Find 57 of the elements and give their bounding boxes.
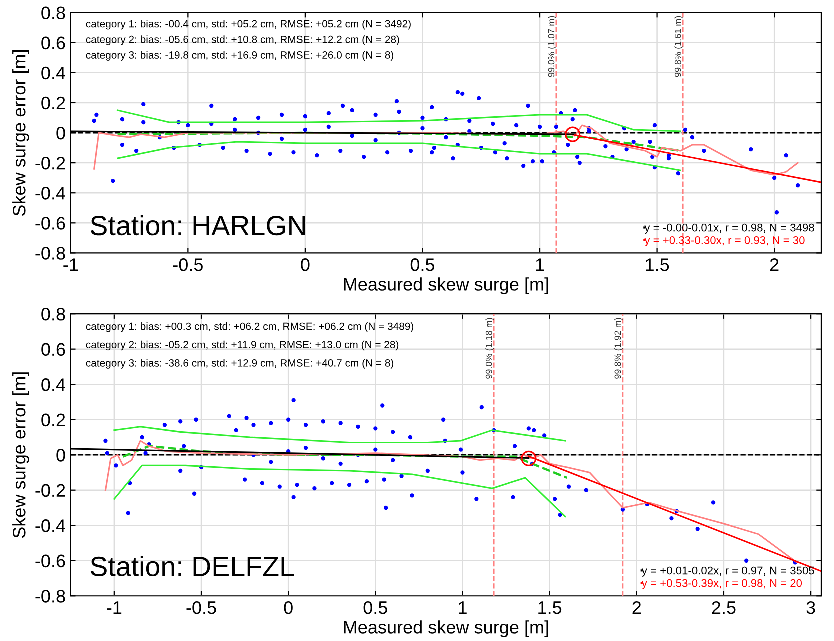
- annotation: category 3: bias: -19.8 cm, std: +16.9 cm, RMSE: +26.0 cm (N = 8): [86, 51, 394, 61]
- y-tick-label: -0.8: [36, 590, 66, 603]
- line-series: [114, 464, 566, 518]
- x-tick-label: -0.5: [173, 258, 203, 272]
- x-tick-label: 1.5: [538, 602, 562, 614]
- legend-label: y = +0.33-0.30x, r = 0.93, N = 30: [644, 236, 805, 247]
- y-axis-title: Skew surge error [m]: [12, 372, 30, 538]
- x-tick-label: 2.5: [712, 601, 736, 614]
- y-tick-label: -0.4: [36, 520, 66, 532]
- ref-line-label: 99.0% (1.18 m): [486, 318, 494, 379]
- annotation: Station: HARLGN: [90, 215, 306, 236]
- y-tick-label: 0.8: [42, 6, 66, 20]
- y-tick-label: -0.4: [36, 187, 66, 200]
- legend-label: y = +0.01-0.02x, r = 0.97, N = 3505: [642, 566, 814, 577]
- y-tick-label: 0.6: [42, 36, 66, 50]
- y-tick-label: 0.2: [42, 414, 66, 427]
- x-tick-label: 3: [806, 601, 816, 614]
- x-tick-label: 0.5: [410, 258, 435, 272]
- x-tick-label: 1.5: [646, 258, 670, 272]
- legend-label: y = +0.53-0.39x, r = 0.98, N = 20: [642, 579, 802, 590]
- y-tick-label: 0.8: [42, 308, 66, 321]
- x-tick-label: 2: [632, 601, 641, 614]
- annotation: category 3: bias: -38.6 cm, std: +12.9 cm, RMSE: +40.7 cm (N = 8): [86, 359, 394, 369]
- annotation: category 1: bias: +00.3 cm, std: +06.2 cm, RMSE: +06.2 cm (N = 3489): [86, 322, 414, 332]
- y-tick-label: -0.2: [36, 484, 66, 498]
- x-tick-label: 2: [770, 258, 779, 272]
- ref-line-label: 99.8% (1.61 m): [674, 16, 684, 78]
- y-tick-label: 0.4: [42, 378, 66, 392]
- legend-label: y = -0.00-0.01x, r = 0.98, N = 3498: [644, 224, 814, 234]
- line-series: [117, 110, 682, 132]
- x-tick-label: 0: [284, 601, 293, 614]
- y-tick-label: 0.6: [42, 343, 66, 356]
- y-tick-label: -0.6: [36, 554, 66, 568]
- x-tick-label: -1: [107, 602, 122, 614]
- y-axis-title: Skew surge error [m]: [12, 50, 30, 216]
- annotation: category 2: bias: -05.6 cm, std: +10.8 cm, RMSE: +12.2 cm (N = 28): [86, 36, 400, 46]
- y-tick-label: 0.2: [42, 96, 66, 110]
- x-tick-label: 0.5: [364, 601, 388, 614]
- annotation: category 1: bias: -00.4 cm, std: +05.2 cm, RMSE: +05.2 cm (N = 3492): [86, 20, 411, 30]
- x-tick-label: 1: [536, 258, 544, 272]
- annotation: category 2: bias: -05.2 cm, std: +11.9 cm, RMSE: +13.0 cm (N = 28): [86, 340, 399, 351]
- ref-line-label: 99.8% (1.92 m): [614, 318, 623, 379]
- y-tick-label: -0.6: [36, 217, 66, 230]
- y-tick-label: 0: [56, 449, 66, 462]
- x-tick-label: -0.5: [186, 601, 216, 614]
- annotation: Station: DELFZL: [90, 556, 294, 577]
- line-series: [114, 426, 566, 444]
- ref-line-label: 99.0% (1.07 m): [548, 16, 556, 78]
- y-tick-label: -0.2: [36, 156, 66, 170]
- y-tick-label: 0: [56, 126, 66, 140]
- y-tick-label: 0.4: [42, 66, 66, 80]
- y-tick-label: -0.8: [36, 247, 66, 260]
- x-axis-title: Measured skew surge [m]: [344, 278, 548, 294]
- x-tick-label: -1: [64, 258, 78, 272]
- x-axis-title: Measured skew surge [m]: [344, 620, 548, 638]
- x-tick-label: 1: [459, 602, 467, 614]
- x-tick-label: 0: [301, 258, 310, 272]
